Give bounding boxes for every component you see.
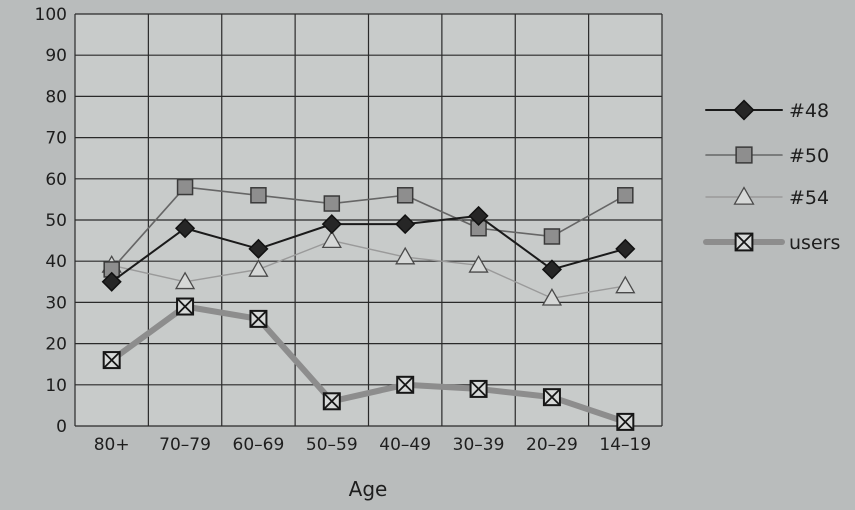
x-axis-title: Age [349, 477, 388, 501]
y-tick-label: 50 [45, 211, 67, 231]
x-tick-label: 20–29 [526, 435, 578, 455]
x-tick-label: 80+ [94, 435, 130, 455]
square-marker [176, 178, 194, 196]
triangle-marker [615, 275, 636, 294]
marker-cross [616, 413, 634, 431]
crossed-square-marker [469, 379, 488, 398]
triangle-marker [468, 255, 489, 273]
series-line [108, 303, 629, 425]
square-marker [323, 195, 341, 212]
x-tick-label: 40–49 [379, 435, 431, 455]
legend-label: #54 [789, 187, 829, 209]
series-line [110, 186, 627, 271]
legend-entry: users [703, 232, 840, 254]
marker-cross [249, 310, 268, 328]
triangle-marker [248, 259, 269, 277]
series-n48 [101, 205, 636, 292]
diamond-marker [175, 218, 196, 239]
marker-cross [323, 392, 341, 410]
legend-label: #48 [789, 100, 829, 122]
square-marker [250, 187, 267, 204]
series-line [110, 239, 627, 299]
y-tick-label: 70 [45, 129, 67, 149]
legend-label: #50 [789, 145, 829, 167]
marker-cross [734, 232, 754, 252]
crossed-square-marker [249, 309, 268, 328]
y-tick-label: 80 [45, 87, 67, 107]
diamond-marker [733, 99, 755, 121]
crossed-square-marker [542, 388, 561, 407]
y-tick-label: 20 [45, 335, 67, 355]
series-n54 [101, 230, 636, 306]
y-tick-label: 30 [45, 293, 67, 313]
square-marker [617, 187, 634, 204]
diamond-marker [468, 205, 489, 226]
crossed-square-marker [616, 412, 635, 431]
marker-cross [469, 380, 488, 398]
legend-label: users [789, 232, 840, 254]
y-axis-ticks: 0 10 20 30 40 50 60 70 80 90 100 [35, 5, 67, 437]
x-tick-label: 50–59 [306, 435, 358, 455]
x-tick-label: 30–39 [453, 435, 505, 455]
series-n50 [103, 178, 634, 278]
triangle-marker [321, 230, 342, 249]
legend-entry: #54 [705, 186, 829, 209]
y-tick-label: 90 [45, 46, 67, 66]
diamond-marker [615, 238, 636, 259]
legend-entry: #50 [705, 145, 829, 167]
square-marker [543, 228, 561, 245]
marker-cross [396, 376, 414, 394]
diamond-marker [395, 214, 416, 235]
crossed-square-marker [102, 351, 121, 370]
y-tick-label: 40 [45, 252, 67, 272]
square-marker [735, 146, 753, 164]
diamond-marker [321, 214, 342, 235]
legend-entry: #48 [705, 99, 829, 122]
y-tick-label: 10 [45, 376, 67, 396]
diamond-marker [248, 238, 269, 259]
crossed-square-marker [176, 297, 195, 316]
series-line [110, 214, 627, 283]
crossed-square-marker [734, 232, 754, 252]
marker-cross [543, 388, 561, 406]
y-tick-label: 60 [45, 170, 67, 190]
triangle-marker [174, 271, 196, 290]
legend: #48 #50 #54 users [703, 99, 840, 254]
triangle-marker [541, 287, 563, 306]
marker-cross [176, 297, 194, 316]
diamond-marker [541, 259, 562, 280]
triangle-marker [733, 186, 755, 205]
grid [74, 13, 663, 427]
marker-cross [103, 351, 121, 369]
series-group [101, 178, 636, 431]
crossed-square-marker [322, 392, 341, 411]
diamond-marker [101, 271, 122, 292]
x-tick-label: 60–69 [233, 435, 285, 455]
series-users [102, 297, 635, 431]
crossed-square-marker [396, 375, 415, 394]
x-tick-label: 14–19 [599, 435, 651, 455]
y-tick-label: 100 [35, 5, 67, 25]
y-tick-label: 0 [56, 417, 67, 437]
square-marker [396, 187, 414, 204]
triangle-marker [395, 246, 416, 265]
x-tick-label: 70–79 [159, 435, 211, 455]
x-axis-ticks: 80+ 70–79 60–69 50–59 40–49 30–39 20–29 14–19 [94, 435, 651, 455]
